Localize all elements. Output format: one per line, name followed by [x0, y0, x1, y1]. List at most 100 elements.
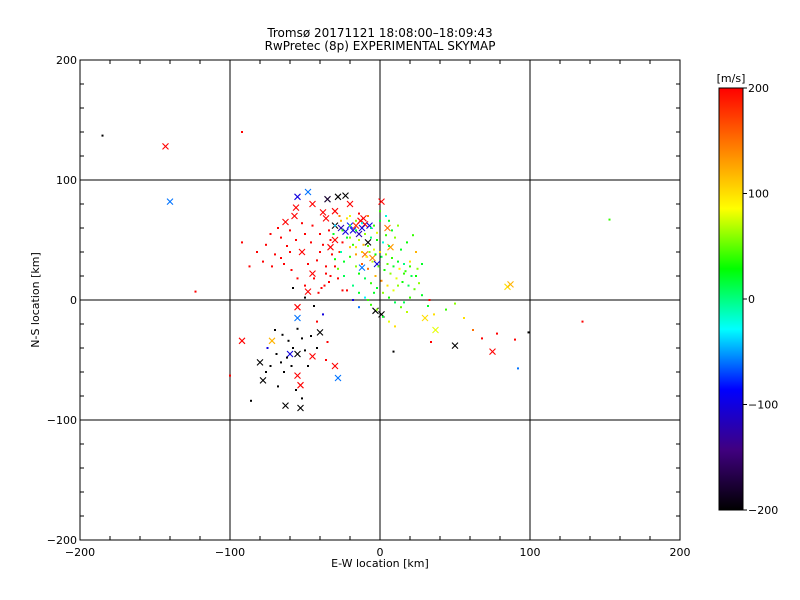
data-point-dot — [388, 245, 390, 247]
data-point-dot — [286, 245, 288, 247]
data-point-dot — [316, 320, 318, 323]
data-point-dot — [370, 227, 372, 229]
data-point-dot — [337, 267, 339, 270]
data-point-dot — [322, 243, 324, 246]
data-point-dot — [280, 236, 282, 239]
data-point-cross — [292, 204, 300, 211]
data-point-dot — [269, 365, 272, 367]
data-point-dot — [322, 313, 324, 316]
data-point-dot — [329, 275, 332, 277]
data-point-dot — [367, 215, 369, 217]
chart-subtitle: RwPretec (8p) EXPERIMENTAL SKYMAP — [264, 39, 496, 53]
data-point-dot — [269, 233, 272, 235]
data-point-cross — [162, 143, 169, 150]
data-point-dot — [277, 385, 279, 388]
data-point-dot — [400, 306, 402, 309]
data-point-dot — [325, 265, 327, 268]
data-point-dot — [472, 329, 474, 331]
data-point-dot — [415, 275, 417, 277]
data-point-dot — [334, 224, 336, 227]
data-point-dot — [301, 337, 303, 340]
data-point-dot — [400, 248, 402, 251]
data-point-dot — [367, 245, 369, 247]
data-point-cross — [334, 374, 342, 382]
data-point-cross — [294, 372, 301, 379]
data-point-dot — [407, 284, 410, 287]
colorbar-tick-label: 200 — [748, 82, 769, 95]
data-point-dot — [379, 210, 381, 213]
x-tick-label: −200 — [65, 546, 95, 559]
data-point-cross — [507, 281, 514, 288]
data-point-dot — [379, 219, 381, 222]
data-point-dot — [349, 236, 351, 239]
axes: −200 −100 0 100 200 −200 −100 0 100 200 — [47, 54, 691, 559]
data-point-dot — [286, 356, 288, 359]
data-point-dot — [313, 305, 315, 307]
data-point-dot — [421, 294, 423, 297]
data-point-dot — [349, 255, 351, 258]
data-point-dot — [317, 291, 320, 294]
data-point-dot — [329, 239, 332, 241]
data-point-cross — [331, 362, 339, 370]
data-point-dot — [403, 272, 405, 275]
data-point-dot — [394, 301, 396, 304]
data-point-cross — [268, 337, 276, 345]
data-point-dot — [266, 347, 269, 349]
data-point-dot — [358, 272, 360, 275]
data-point-dot — [377, 265, 380, 268]
data-point-dot — [323, 284, 326, 287]
data-point-dot — [410, 275, 413, 277]
data-point-dot — [409, 296, 411, 299]
data-point-cross — [297, 381, 304, 389]
data-point-dot — [310, 335, 312, 337]
data-point-dot — [271, 265, 273, 268]
data-point-cross — [304, 188, 312, 196]
data-point-dot — [281, 333, 284, 336]
data-point-dot — [310, 241, 312, 244]
data-point-dot — [370, 282, 372, 285]
data-point-cross — [349, 227, 357, 234]
data-point-dot — [289, 229, 291, 232]
data-point-dot — [332, 233, 335, 235]
data-point-dot — [338, 251, 341, 253]
data-point-cross — [369, 254, 376, 262]
data-point-cross — [309, 200, 316, 208]
data-point-dot — [340, 251, 342, 253]
data-point-cross — [331, 207, 339, 215]
data-point-dot — [388, 296, 390, 299]
data-point-dot — [412, 234, 414, 237]
data-points — [101, 131, 611, 412]
data-point-cross — [360, 215, 367, 222]
data-point-dot — [307, 263, 309, 265]
data-point-dot — [301, 222, 303, 225]
data-point-cross — [355, 230, 363, 238]
data-point-dot — [241, 131, 243, 133]
data-point-dot — [280, 257, 282, 259]
data-point-dot — [352, 243, 354, 246]
data-point-dot — [358, 239, 360, 241]
data-point-cross — [324, 195, 331, 203]
data-point-dot — [355, 265, 357, 268]
data-point-dot — [341, 289, 344, 292]
data-point-dot — [325, 272, 327, 275]
grid-lines — [80, 60, 680, 540]
data-point-dot — [341, 241, 344, 244]
data-point-dot — [382, 241, 384, 244]
data-point-dot — [403, 301, 405, 304]
data-point-dot — [337, 277, 339, 280]
data-point-dot — [391, 229, 393, 232]
data-point-dot — [392, 265, 395, 268]
data-point-dot — [295, 239, 297, 241]
data-point-cross — [316, 329, 324, 336]
data-point-dot — [340, 219, 342, 222]
data-point-dot — [361, 222, 363, 225]
data-point-dot — [334, 265, 336, 268]
x-tick-label: 100 — [520, 546, 541, 559]
data-point-cross — [294, 314, 301, 322]
data-point-dot — [385, 234, 387, 237]
y-axis-title: N-S location [km] — [29, 252, 42, 348]
data-point-dot — [265, 371, 267, 373]
data-point-dot — [421, 263, 423, 265]
data-point-dot — [313, 277, 315, 280]
data-point-dot — [296, 277, 299, 280]
